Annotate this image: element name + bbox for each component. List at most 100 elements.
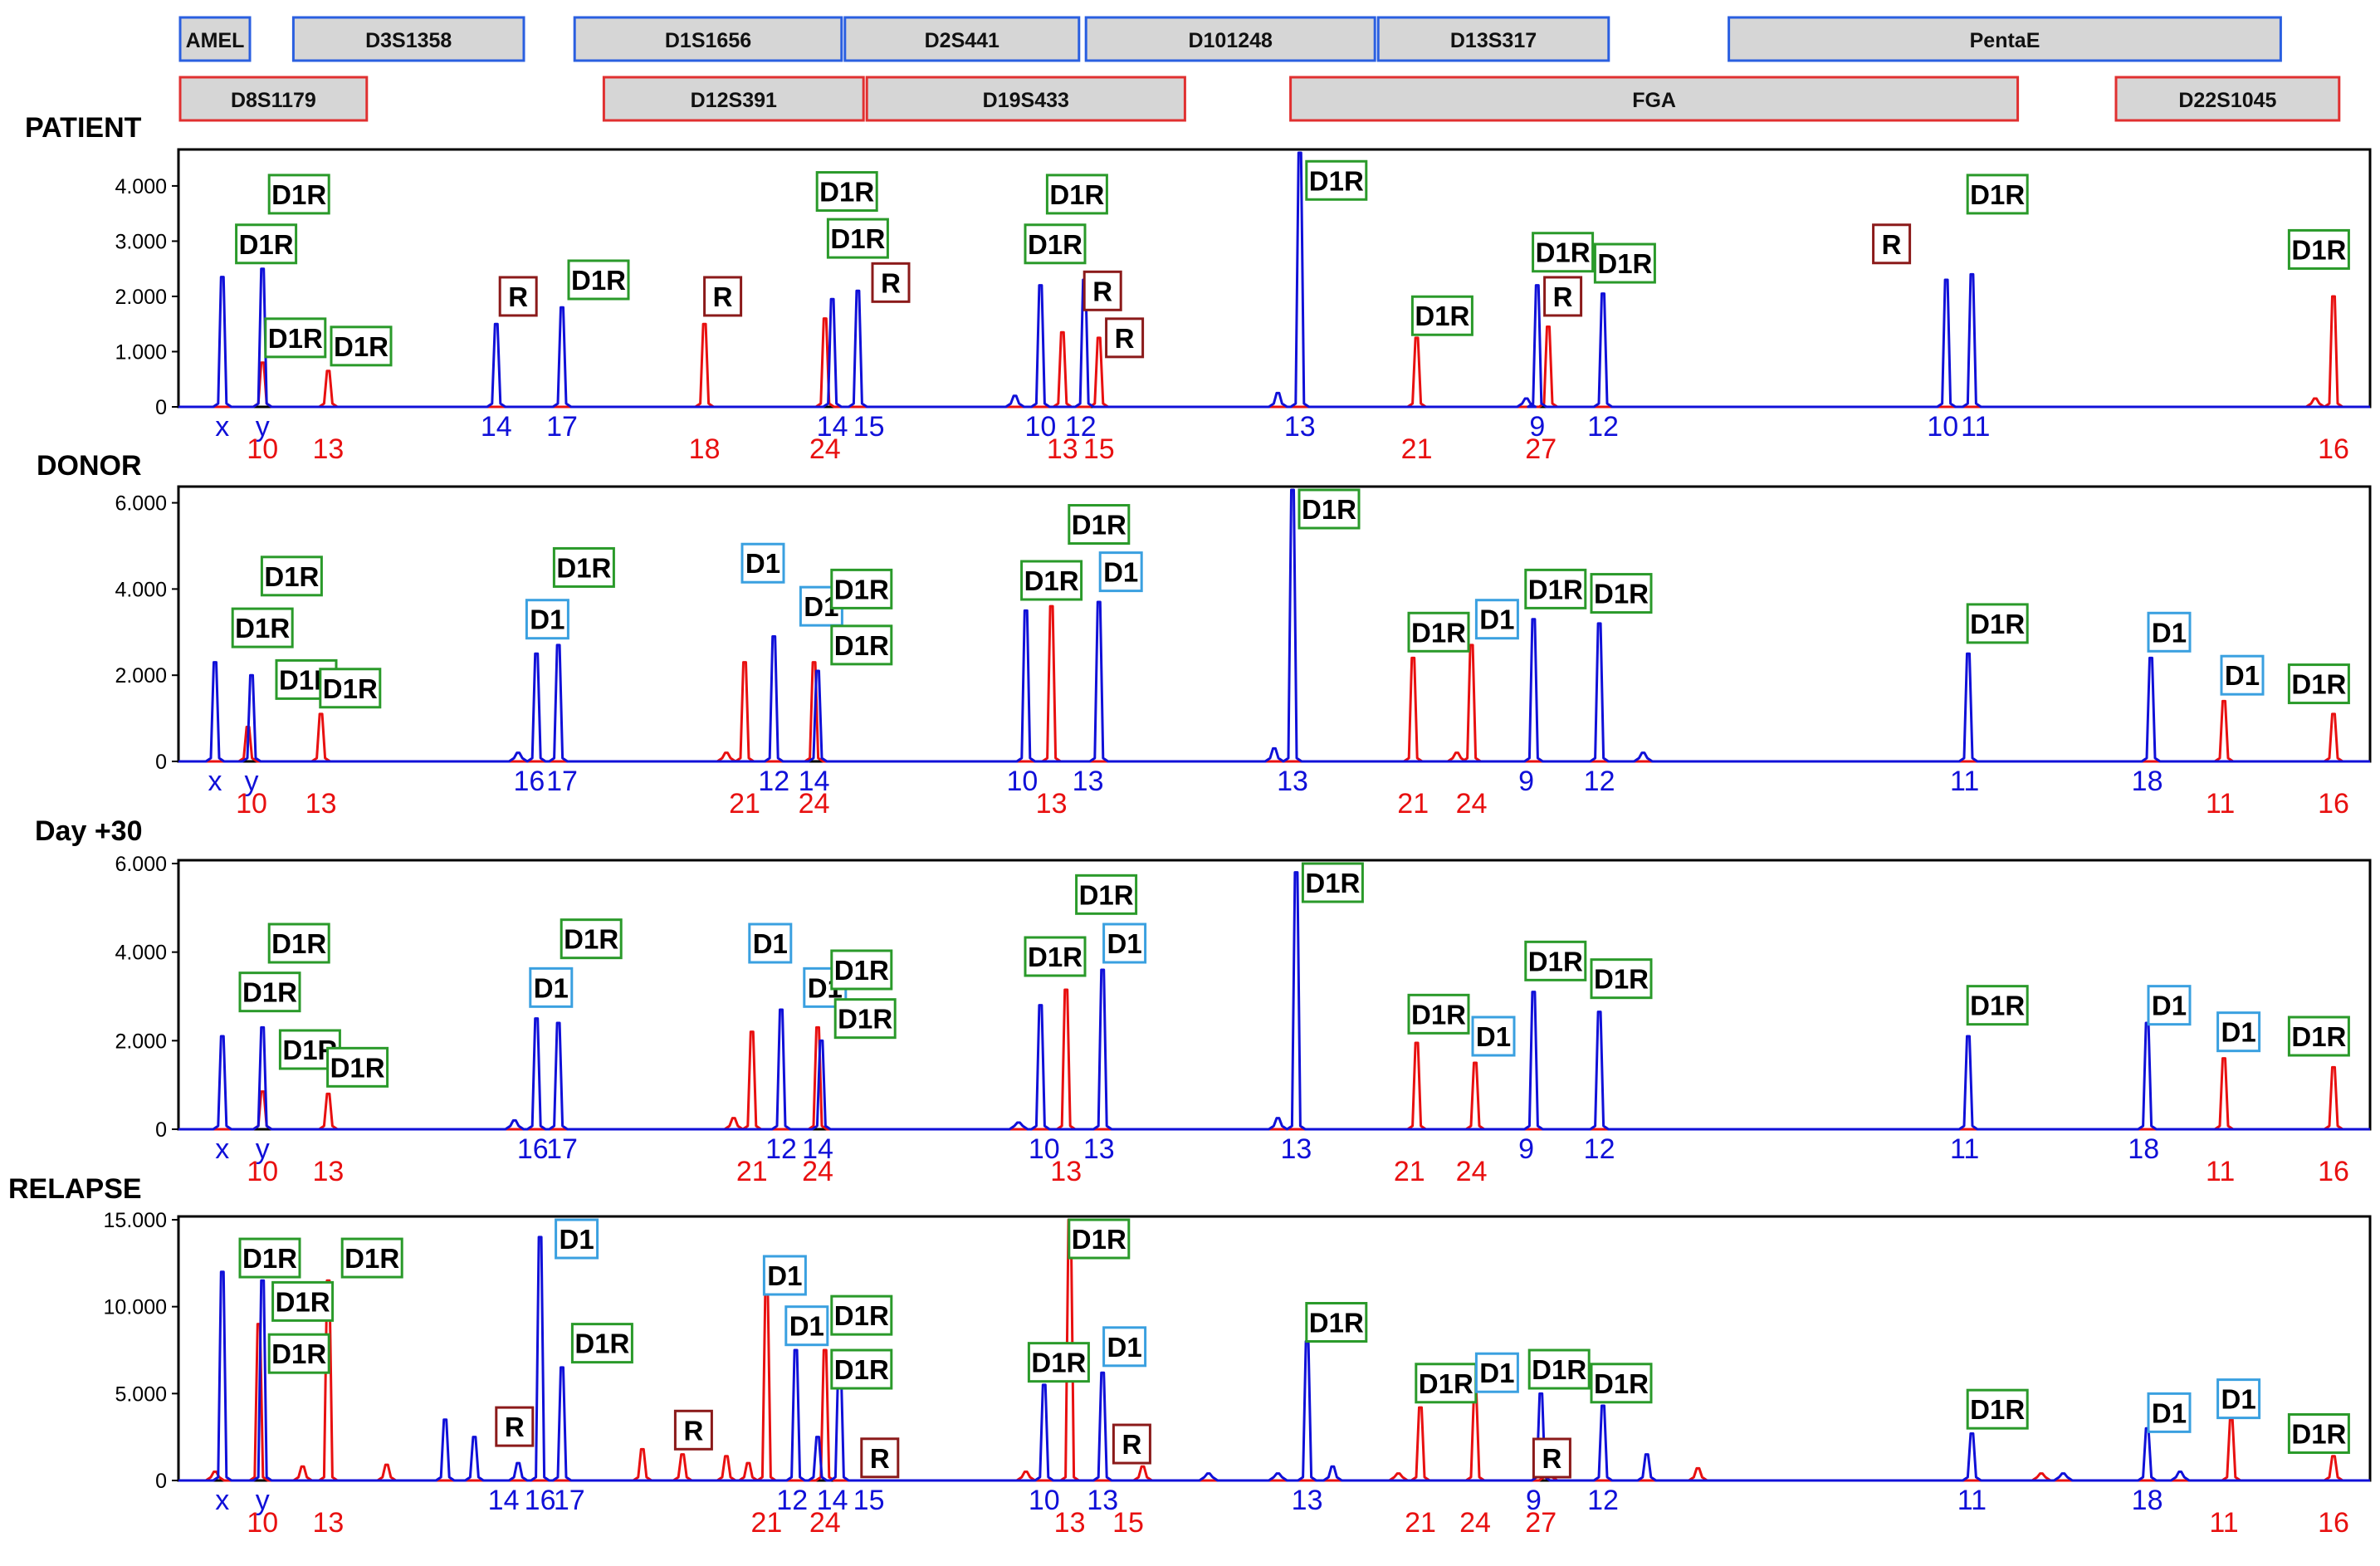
tag-r: R bbox=[495, 1406, 535, 1447]
tag-label: R bbox=[1882, 229, 1902, 260]
allele-label-red: 21 bbox=[1394, 1156, 1425, 1187]
locus-name: D19S433 bbox=[983, 89, 1069, 112]
allele-label-blue: 12 bbox=[1065, 411, 1097, 443]
tag-d1r: D1R bbox=[1045, 174, 1108, 215]
locus-name: D13S317 bbox=[1450, 29, 1537, 52]
locus-name: D8S1179 bbox=[231, 89, 316, 112]
locus-box-d3s1358: D3S1358 bbox=[291, 16, 525, 62]
tag-d1r: D1R bbox=[319, 668, 382, 709]
tag-label: R bbox=[1542, 1443, 1561, 1474]
allele-label-blue: 11 bbox=[1961, 411, 1990, 443]
tag-d1r: D1R bbox=[1027, 1342, 1090, 1383]
allele-label-blue: y bbox=[256, 1133, 270, 1165]
tag-d1: D1 bbox=[2216, 1011, 2261, 1053]
y-tick-label: 0 bbox=[155, 751, 167, 774]
allele-label-red: 10 bbox=[247, 1156, 278, 1187]
y-tick-label: 6.000 bbox=[115, 853, 167, 876]
tag-d1r: D1R bbox=[231, 607, 294, 648]
tag-d1: D1 bbox=[1102, 1326, 1147, 1368]
tag-label: D1R bbox=[834, 1300, 889, 1331]
allele-label-blue: 17 bbox=[546, 766, 578, 797]
locus-name: D2S441 bbox=[925, 29, 999, 52]
tag-d1r: D1R bbox=[1590, 958, 1653, 1000]
allele-label-blue: 9 bbox=[1518, 1133, 1534, 1165]
allele-label-blue: 18 bbox=[2128, 1133, 2159, 1165]
tag-d1: D1 bbox=[1102, 922, 1147, 964]
trace-red bbox=[178, 988, 2370, 1131]
allele-label-blue: 10 bbox=[1024, 411, 1056, 443]
allele-label-blue: 10 bbox=[1029, 1485, 1060, 1516]
allele-label-blue: 17 bbox=[554, 1485, 585, 1516]
tag-label: D1R bbox=[1309, 165, 1364, 196]
locus-box-d13s317: D13S317 bbox=[1376, 16, 1610, 62]
tag-label: D1R bbox=[268, 323, 323, 354]
tag-label: D1R bbox=[1594, 964, 1649, 995]
allele-label-blue: 13 bbox=[1284, 411, 1316, 443]
tag-label: R bbox=[508, 281, 528, 312]
allele-label-blue: 12 bbox=[758, 766, 789, 797]
tag-d1: D1 bbox=[529, 967, 574, 1008]
tag-d1: D1 bbox=[2147, 985, 2192, 1026]
allele-label-red: 18 bbox=[689, 433, 721, 465]
locus-box-d19s433: D19S433 bbox=[865, 76, 1186, 122]
tag-label: D1R bbox=[1528, 946, 1583, 976]
tag-label: D1R bbox=[838, 1004, 892, 1035]
tag-d1r: D1R bbox=[275, 658, 338, 700]
locus-box-d12s391: D12S391 bbox=[602, 76, 865, 122]
tag-d1r: D1R bbox=[1527, 1348, 1591, 1390]
allele-label-red: 10 bbox=[236, 788, 267, 820]
tag-label: D1 bbox=[534, 972, 569, 1003]
loci-header: AMEL D3S1358 D1S1656 D2S441 D101248 D13S317 Pe… bbox=[178, 16, 2341, 122]
tag-d1r: D1R bbox=[1298, 488, 1361, 530]
tag-label: R bbox=[881, 267, 901, 298]
tag-r: R bbox=[1543, 276, 1583, 317]
allele-label-blue: 13 bbox=[1280, 1133, 1312, 1165]
tag-d1r: D1R bbox=[1024, 223, 1087, 265]
tag-d1r: D1R bbox=[267, 1333, 330, 1374]
tag-d1r: D1R bbox=[1301, 862, 1364, 903]
tag-label: D1R bbox=[1049, 179, 1104, 210]
allele-label-red: 24 bbox=[809, 433, 841, 465]
allele-label-red: 21 bbox=[1405, 1507, 1436, 1539]
locus-box-d101248: D101248 bbox=[1084, 16, 1376, 62]
y-tick-label: 0 bbox=[155, 1118, 167, 1142]
tag-label: D1R bbox=[830, 223, 885, 254]
allele-label-red: 13 bbox=[312, 433, 344, 465]
trace-blue bbox=[178, 151, 2370, 409]
tag-d1r: D1R bbox=[1966, 1388, 2029, 1430]
panel-title: Day +30 bbox=[35, 815, 143, 847]
allele-label-red: 27 bbox=[1525, 1507, 1557, 1539]
tag-label: R bbox=[1553, 281, 1573, 312]
tag-label: D1R bbox=[1594, 579, 1649, 609]
allele-label-red: 16 bbox=[2318, 1507, 2349, 1539]
y-tick-label: 5.000 bbox=[115, 1382, 167, 1406]
tag-label: D1R bbox=[1970, 1394, 2025, 1425]
plot-frame bbox=[177, 485, 2372, 763]
tag-d1: D1 bbox=[1474, 599, 1519, 640]
y-tick-label: 1.000 bbox=[115, 340, 167, 364]
allele-label-blue: 14 bbox=[817, 1485, 848, 1516]
tag-d1r: D1R bbox=[1305, 159, 1368, 201]
tag-label: R bbox=[713, 281, 733, 312]
allele-label-blue: x bbox=[208, 766, 222, 797]
locus-name: D1S1656 bbox=[665, 29, 751, 52]
tag-d1: D1 bbox=[2216, 1378, 2261, 1420]
tag-d1r: D1R bbox=[1593, 242, 1656, 284]
tag-label: D1R bbox=[834, 1354, 889, 1385]
tag-d1: D1 bbox=[2220, 654, 2265, 696]
allele-label-red: 21 bbox=[736, 1156, 768, 1187]
tag-d1r: D1R bbox=[1966, 603, 2029, 644]
allele-label-red: 24 bbox=[1456, 1156, 1488, 1187]
locus-name: AMEL bbox=[186, 29, 245, 52]
tag-d1r: D1R bbox=[1532, 232, 1595, 273]
tag-label: D1R bbox=[574, 1329, 629, 1359]
tag-label: D1R bbox=[276, 1286, 330, 1317]
tag-r: R bbox=[498, 276, 538, 317]
allele-label-red: 24 bbox=[799, 788, 830, 820]
locus-box-amel: AMEL bbox=[178, 16, 252, 62]
allele-label-blue: 18 bbox=[2132, 766, 2163, 797]
tag-d1r: D1R bbox=[238, 971, 301, 1013]
allele-label-blue: 16 bbox=[517, 1133, 549, 1165]
